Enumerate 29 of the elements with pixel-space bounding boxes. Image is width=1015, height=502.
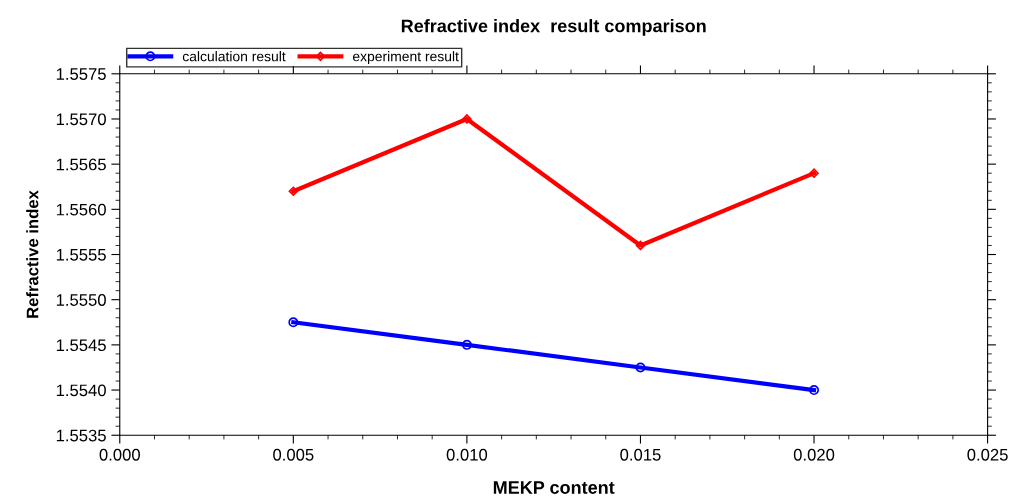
line-series <box>288 114 819 251</box>
x-tick-label: 0.005 <box>273 448 314 461</box>
legend-label: experiment result <box>352 51 459 65</box>
x-tick-label: 0.025 <box>967 448 1008 461</box>
point <box>635 362 646 373</box>
y-tick-label: 1.5560 <box>56 203 106 216</box>
y-tick-label: 1.5575 <box>56 68 106 80</box>
point <box>288 186 299 197</box>
y-tick-label: 1.5535 <box>56 429 106 442</box>
x-axis-title: MEKP content <box>493 481 615 494</box>
x-tick-label: 0.020 <box>793 448 835 461</box>
legend-label: calculation result <box>182 51 286 62</box>
y-tick-label: 1.5540 <box>56 384 106 397</box>
x-tick-label: 0.010 <box>446 448 488 461</box>
point <box>635 240 646 251</box>
point <box>809 168 819 178</box>
y-tick-label: 1.5550 <box>56 294 106 306</box>
point <box>461 339 472 350</box>
x-tick-label: 0.000 <box>99 448 140 461</box>
y-tick-label: 1.5555 <box>56 249 106 261</box>
x-tick-label: 0.015 <box>620 448 661 461</box>
y-axis-title: Refractive index <box>26 190 39 318</box>
point <box>462 114 472 124</box>
chart-title: Refractive index result comparison <box>401 19 706 36</box>
y-tick-label: 1.5570 <box>56 113 106 126</box>
y-tick-label: 1.5565 <box>56 158 106 171</box>
point <box>809 385 820 396</box>
point <box>288 317 299 328</box>
y-tick-label: 1.5545 <box>56 339 106 352</box>
